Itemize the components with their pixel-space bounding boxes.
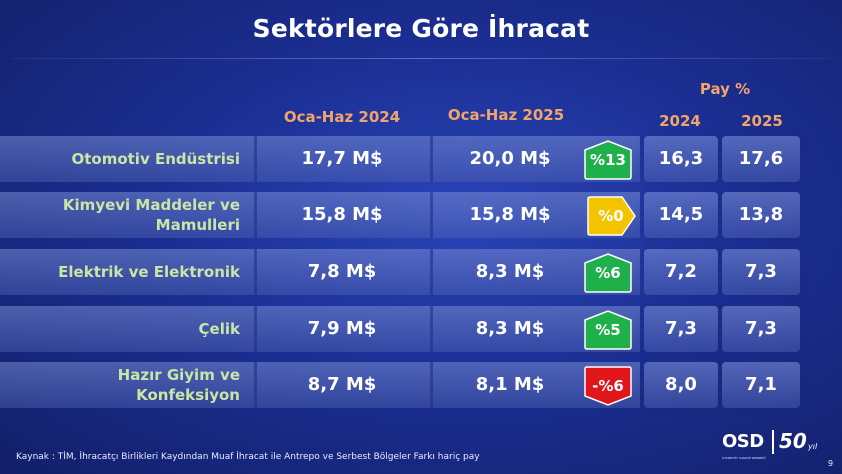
pay-2024: 7,2	[644, 249, 718, 295]
sector-label-line: Hazır Giyim ve	[117, 366, 240, 384]
cell-separator	[430, 249, 433, 295]
value-2024: 7,9 M$	[307, 318, 377, 339]
header-oca-haz-2024: Oca-Haz 2024	[283, 108, 401, 126]
logo-osd-text: OSD	[722, 431, 764, 452]
cell-separator	[254, 136, 257, 182]
value-2025: 8,3 M$	[475, 318, 545, 339]
change-badge-up: %6	[583, 253, 637, 293]
change-badge-up: %5	[583, 310, 637, 350]
sector-label: Kimyevi Maddeler ve Mamulleri	[10, 195, 240, 235]
pay-2025: 13,8	[722, 192, 800, 238]
cell-separator	[254, 249, 257, 295]
table-row	[0, 192, 640, 238]
change-badge-down: -%6	[583, 366, 637, 406]
table-row	[0, 136, 640, 182]
value-2025: 20,0 M$	[469, 148, 551, 169]
sector-label: Çelik	[10, 319, 240, 339]
change-badge-text: %13	[590, 151, 626, 169]
header-pay-2025: 2025	[741, 112, 783, 130]
sector-label-line: Kimyevi Maddeler ve	[62, 196, 240, 214]
value-2024: 15,8 M$	[301, 204, 383, 225]
pay-2025: 7,3	[722, 249, 800, 295]
cell-separator	[430, 136, 433, 182]
pay-2024: 16,3	[644, 136, 718, 182]
pay-2024: 7,3	[644, 306, 718, 352]
page-title: Sektörlere Göre İhracat	[252, 14, 590, 43]
logo-separator	[772, 430, 774, 454]
sector-label-line: Mamulleri	[155, 216, 240, 234]
change-badge-text: %6	[595, 264, 621, 282]
sector-label-line: Çelik	[198, 320, 240, 338]
header-pay-2024: 2024	[659, 112, 701, 130]
pay-2025: 7,3	[722, 306, 800, 352]
change-badge-up: %13	[583, 140, 637, 180]
change-badge-text: -%6	[592, 377, 624, 395]
value-2025: 8,3 M$	[475, 261, 545, 282]
logo-50-text: 50	[779, 429, 807, 453]
sector-label: Hazır Giyim ve Konfeksiyon	[10, 365, 240, 405]
change-badge-text: %0	[598, 207, 624, 225]
cell-separator	[430, 192, 433, 238]
pay-2024: 14,5	[644, 192, 718, 238]
sector-label-line: Otomotiv Endüstrisi	[71, 150, 240, 168]
page-number: 9	[828, 459, 834, 468]
cell-separator	[254, 362, 257, 408]
pay-2025: 7,1	[722, 362, 800, 408]
value-2025: 15,8 M$	[469, 204, 551, 225]
sector-label: Elektrik ve Elektronik	[10, 262, 240, 282]
value-2025: 8,1 M$	[475, 374, 545, 395]
table-row	[0, 306, 640, 352]
source-note: Kaynak : TİM, İhracatçı Birlikleri Kaydı…	[16, 452, 480, 462]
value-2024: 17,7 M$	[301, 148, 383, 169]
sector-label: Otomotiv Endüstrisi	[10, 149, 240, 169]
cell-separator	[254, 306, 257, 352]
value-2024: 8,7 M$	[307, 374, 377, 395]
sector-label-line: Elektrik ve Elektronik	[58, 263, 240, 281]
title-divider	[12, 58, 830, 59]
cell-separator	[430, 362, 433, 408]
pay-2024: 8,0	[644, 362, 718, 408]
pay-2025: 17,6	[722, 136, 800, 182]
logo-yil-text: yıl	[808, 442, 818, 451]
change-badge-flat: %0	[586, 196, 640, 236]
osd-50-yil-logo: OSD 50 yıl OTOMOTİV SANAYİİ DERNEĞİ	[720, 428, 830, 464]
change-badge-text: %5	[595, 321, 621, 339]
table-row	[0, 362, 640, 408]
table-row	[0, 249, 640, 295]
cell-separator	[254, 192, 257, 238]
header-oca-haz-2025: Oca-Haz 2025	[447, 106, 565, 124]
value-2024: 7,8 M$	[307, 261, 377, 282]
header-pay-percent: Pay %	[699, 80, 751, 98]
cell-separator	[430, 306, 433, 352]
sector-label-line: Konfeksiyon	[136, 386, 240, 404]
logo-subtitle: OTOMOTİV SANAYİİ DERNEĞİ	[722, 456, 766, 460]
